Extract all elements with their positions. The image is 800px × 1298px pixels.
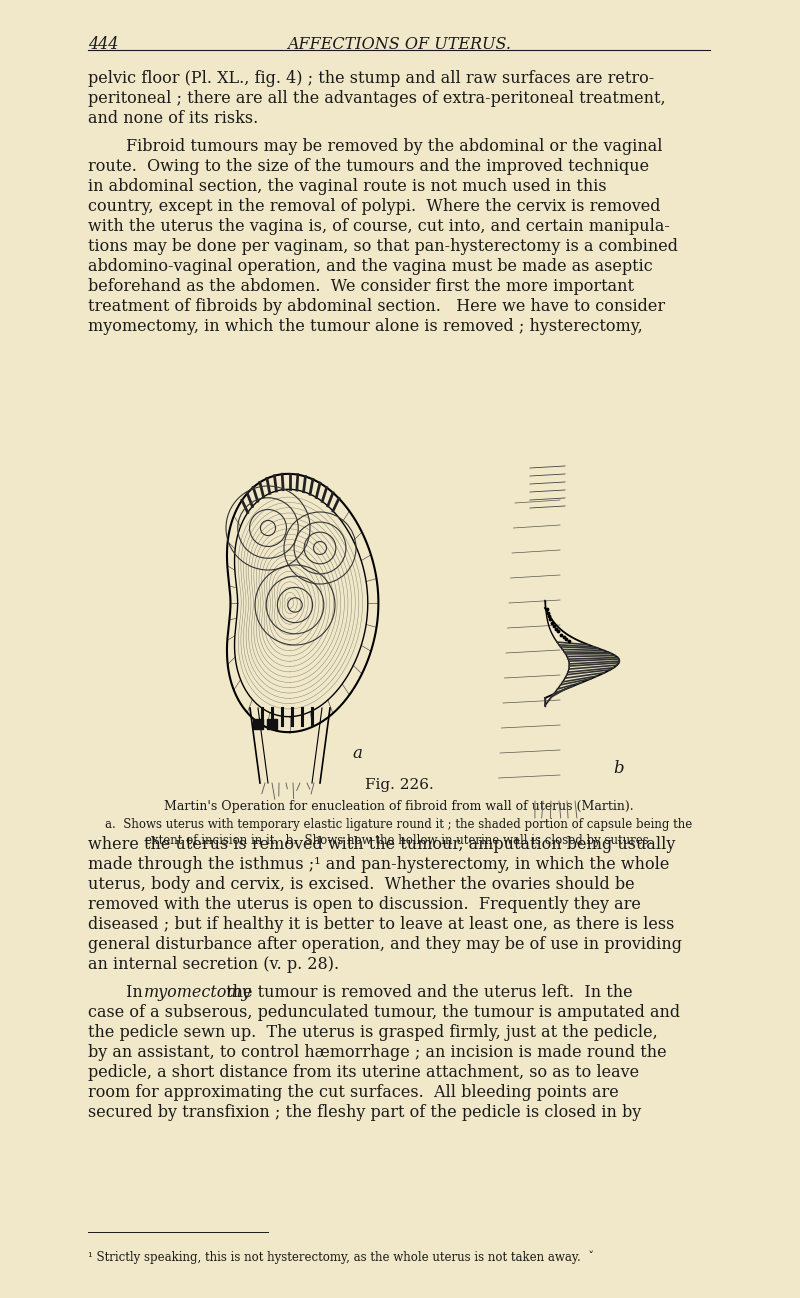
Text: beforehand as the abdomen.  We consider first the more important: beforehand as the abdomen. We consider f…: [88, 278, 634, 295]
Text: 444: 444: [88, 36, 118, 53]
Text: myomectomy, in which the tumour alone is removed ; hysterectomy,: myomectomy, in which the tumour alone is…: [88, 318, 642, 335]
Text: Fibroid tumours may be removed by the abdominal or the vaginal: Fibroid tumours may be removed by the ab…: [126, 138, 662, 154]
Text: country, except in the removal of polypi.  Where the cervix is removed: country, except in the removal of polypi…: [88, 199, 661, 215]
Text: abdomino-vaginal operation, and the vagina must be made as aseptic: abdomino-vaginal operation, and the vagi…: [88, 258, 653, 275]
Text: general disturbance after operation, and they may be of use in providing: general disturbance after operation, and…: [88, 936, 682, 953]
FancyBboxPatch shape: [253, 719, 263, 729]
Text: Fig. 226.: Fig. 226.: [365, 778, 434, 792]
Text: made through the isthmus ;¹ and pan-hysterectomy, in which the whole: made through the isthmus ;¹ and pan-hyst…: [88, 855, 670, 874]
Text: the tumour is removed and the uterus left.  In the: the tumour is removed and the uterus lef…: [221, 984, 633, 1001]
Text: peritoneal ; there are all the advantages of extra-peritoneal treatment,: peritoneal ; there are all the advantage…: [88, 90, 666, 106]
Text: room for approximating the cut surfaces.  All bleeding points are: room for approximating the cut surfaces.…: [88, 1084, 618, 1101]
Text: a: a: [352, 745, 362, 762]
Text: with the uterus the vagina is, of course, cut into, and certain manipula-: with the uterus the vagina is, of course…: [88, 218, 670, 235]
Text: pedicle, a short distance from its uterine attachment, so as to leave: pedicle, a short distance from its uteri…: [88, 1064, 639, 1081]
Text: case of a subserous, pedunculated tumour, the tumour is amputated and: case of a subserous, pedunculated tumour…: [88, 1003, 680, 1022]
Text: route.  Owing to the size of the tumours and the improved technique: route. Owing to the size of the tumours …: [88, 158, 649, 175]
Text: pelvic floor (Pl. XL., fig. 4) ; the stump and all raw surfaces are retro-: pelvic floor (Pl. XL., fig. 4) ; the stu…: [88, 70, 654, 87]
Text: the pedicle sewn up.  The uterus is grasped firmly, just at the pedicle,: the pedicle sewn up. The uterus is grasp…: [88, 1024, 658, 1041]
Text: diseased ; but if healthy it is better to leave at least one, as there is less: diseased ; but if healthy it is better t…: [88, 916, 674, 933]
Text: in abdominal section, the vaginal route is not much used in this: in abdominal section, the vaginal route …: [88, 178, 606, 195]
Text: and none of its risks.: and none of its risks.: [88, 110, 258, 127]
Text: myomectomy: myomectomy: [144, 984, 251, 1001]
Text: ¹ Strictly speaking, this is not hysterectomy, as the whole uterus is not taken : ¹ Strictly speaking, this is not hystere…: [88, 1250, 594, 1263]
Text: b: b: [613, 761, 624, 778]
Text: uterus, body and cervix, is excised.  Whether the ovaries should be: uterus, body and cervix, is excised. Whe…: [88, 876, 634, 893]
Text: where the uterus is removed with the tumour, amputation being usually: where the uterus is removed with the tum…: [88, 836, 675, 853]
Text: AFFECTIONS OF UTERUS.: AFFECTIONS OF UTERUS.: [287, 36, 511, 53]
FancyBboxPatch shape: [267, 719, 277, 729]
Text: by an assistant, to control hæmorrhage ; an incision is made round the: by an assistant, to control hæmorrhage ;…: [88, 1044, 666, 1060]
Text: removed with the uterus is open to discussion.  Frequently they are: removed with the uterus is open to discu…: [88, 896, 641, 912]
Text: secured by transfixion ; the fleshy part of the pedicle is closed in by: secured by transfixion ; the fleshy part…: [88, 1105, 642, 1121]
Text: a.  Shows uterus with temporary elastic ligature round it ; the shaded portion o: a. Shows uterus with temporary elastic l…: [106, 818, 693, 831]
Text: In: In: [126, 984, 148, 1001]
Text: an internal secretion (v. p. 28).: an internal secretion (v. p. 28).: [88, 957, 339, 974]
Text: treatment of fibroids by abdominal section.   Here we have to consider: treatment of fibroids by abdominal secti…: [88, 299, 665, 315]
Text: tions may be done per vaginam, so that pan-hysterectomy is a combined: tions may be done per vaginam, so that p…: [88, 238, 678, 254]
Text: Martin's Operation for enucleation of fibroid from wall of uterus (Martin).: Martin's Operation for enucleation of fi…: [164, 800, 634, 813]
Text: extent of incision in it.  b.  Shows how the hollow in uterine wall is closed by: extent of incision in it. b. Shows how t…: [146, 835, 653, 848]
